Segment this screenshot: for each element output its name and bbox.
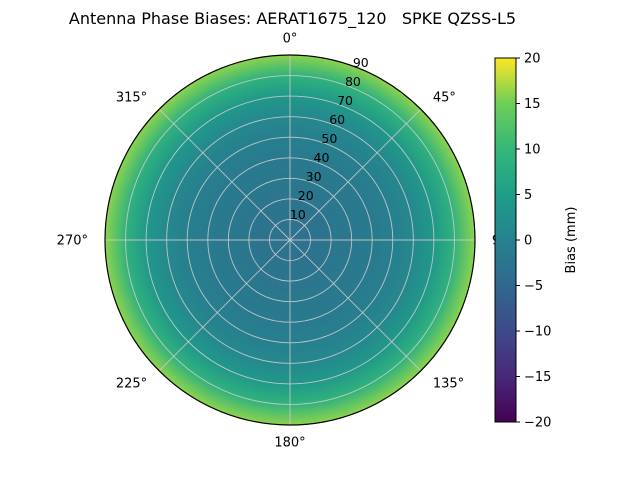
theta-tick-label: 135° — [433, 376, 464, 391]
radial-tick-label: 10 — [290, 207, 306, 222]
colorbar-tick-label: 0 — [524, 234, 532, 249]
radial-tick-label: 80 — [345, 74, 361, 89]
colorbar-axis-label: Bias (mm) — [564, 207, 579, 274]
theta-tick-label: 45° — [433, 91, 456, 106]
radial-tick-label: 50 — [321, 131, 337, 146]
colorbar-tick-label: 20 — [524, 52, 541, 67]
radial-tick-label: 70 — [337, 93, 353, 108]
colorbar-tick-label: 5 — [524, 188, 532, 203]
theta-gridline — [158, 239, 291, 372]
colorbar-tick-label: 15 — [524, 97, 541, 112]
radial-tick-label: 30 — [306, 169, 322, 184]
radial-tick-label: 20 — [298, 188, 314, 203]
colorbar-tick-label: −15 — [524, 370, 551, 385]
theta-tick-label: 225° — [116, 376, 147, 391]
radial-tick-label: 40 — [314, 150, 330, 165]
theta-tick-label: 315° — [116, 91, 147, 106]
colorbar — [494, 57, 517, 423]
colorbar-tick-label: −10 — [524, 325, 551, 340]
chart-title: Antenna Phase Biases: AERAT1675_120 SPKE… — [68, 9, 517, 28]
colorbar-tick-label: −20 — [524, 416, 551, 431]
polar-axis-edge — [104, 54, 476, 426]
theta-gridline — [289, 239, 422, 372]
colorbar-tick-label: −5 — [524, 279, 543, 294]
radial-tick-label: 60 — [329, 112, 345, 127]
theta-tick-label: 180° — [274, 436, 305, 451]
theta-gridline — [158, 108, 291, 241]
colorbar-tick-label: 10 — [524, 143, 541, 158]
radial-tick-label: 90 — [353, 55, 369, 70]
theta-tick-label: 0° — [283, 32, 298, 47]
theta-gridline — [289, 108, 422, 241]
theta-tick-label: 270° — [57, 234, 88, 249]
